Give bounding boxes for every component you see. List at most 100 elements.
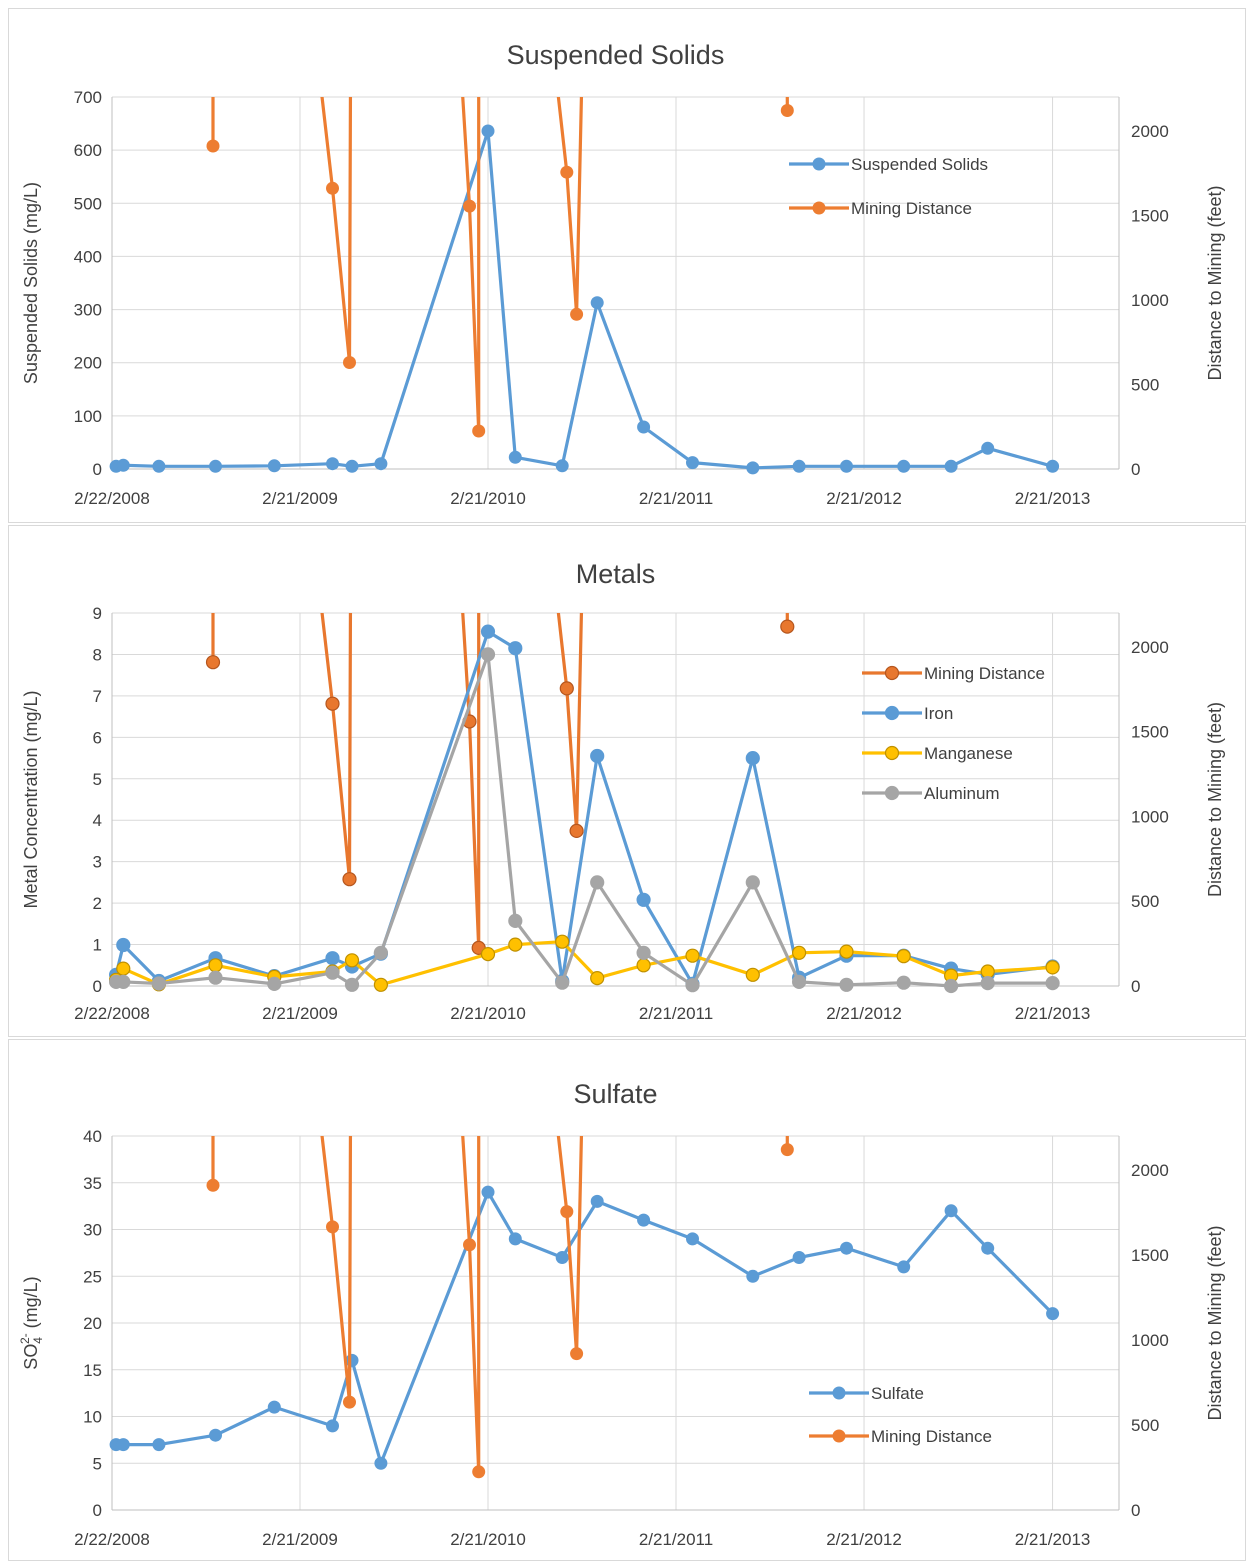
data-point-manganese <box>745 967 760 982</box>
suspended-solids-chart: Suspended Solids 0 100 200 300 400 500 600 700 2/… <box>21 40 1225 508</box>
y2-tick-label: 2000 <box>1131 122 1169 141</box>
data-point-aluminum <box>839 977 854 992</box>
data-point-sulfate <box>590 1194 604 1208</box>
y2-axis-label: Distance to Mining (feet) <box>1205 1225 1225 1420</box>
data-point-sulfate <box>981 1241 995 1255</box>
legend-label-manganese: Manganese <box>924 744 1013 763</box>
data-point-manganese <box>373 977 388 992</box>
data-point-sulfate <box>152 1438 166 1452</box>
data-point-suspended-solids <box>840 459 853 473</box>
data-point-mining-distance <box>570 1347 584 1361</box>
data-point-aluminum <box>791 974 807 989</box>
y2-tick-label: 0 <box>1131 1501 1140 1520</box>
data-point-aluminum <box>267 976 282 991</box>
y-tick-label: 6 <box>93 728 102 747</box>
data-point-manganese <box>896 949 911 964</box>
data-point-suspended-solids <box>555 459 569 473</box>
data-point-mining-distance <box>780 104 794 117</box>
data-point-manganese <box>555 934 570 949</box>
data-point-mining-distance <box>206 1178 220 1192</box>
data-point-suspended-solids <box>345 459 359 473</box>
y-tick-label: 300 <box>74 301 102 320</box>
x-tick-label: 2/21/2011 <box>639 489 713 508</box>
data-point-manganese <box>839 944 854 959</box>
data-point-manganese <box>480 947 496 962</box>
data-point-manganese <box>344 953 360 968</box>
x-tick-label: 2/21/2013 <box>1015 1004 1091 1023</box>
data-point-mining-distance <box>472 424 486 438</box>
y2-tick-label: 1500 <box>1131 206 1169 225</box>
data-point-sulfate <box>374 1456 388 1470</box>
x-tick-label: 2/21/2009 <box>262 1004 338 1023</box>
x-tick-label: 2/21/2010 <box>450 489 526 508</box>
data-point-suspended-solids <box>792 459 806 473</box>
data-point-suspended-solids <box>746 461 760 475</box>
plot-area <box>109 97 1060 475</box>
y2-tick-label: 2000 <box>1131 638 1169 657</box>
y-tick-label: 5 <box>93 1454 102 1473</box>
data-point-sulfate <box>746 1269 760 1283</box>
x-tick-label: 2/21/2011 <box>639 1530 713 1549</box>
data-point-iron <box>325 951 340 966</box>
data-point-iron <box>508 641 523 656</box>
data-point-sulfate <box>326 1419 339 1433</box>
data-point-mining-distance <box>559 681 574 696</box>
x-tick-label: 2/22/2008 <box>74 1530 150 1549</box>
series-line-mining-distance <box>211 97 789 433</box>
data-point-suspended-solids <box>267 459 281 473</box>
series-line-mining-distance <box>211 1136 789 1474</box>
x-tick-label: 2/21/2011 <box>639 1004 713 1023</box>
data-point-aluminum <box>480 647 496 662</box>
legend-label-mining-distance: Mining Distance <box>871 1427 992 1446</box>
legend-label-iron: Iron <box>924 704 953 723</box>
data-point-sulfate <box>840 1241 853 1255</box>
y2-axis-label: Distance to Mining (feet) <box>1205 702 1225 897</box>
sulfate-chart-panel: Sulfate 0 5 10 15 20 25 30 35 40 2/22/2008 2/21/200… <box>8 1039 1246 1561</box>
data-point-aluminum <box>745 875 760 890</box>
x-tick-label: 2/21/2009 <box>262 489 338 508</box>
y2-tick-label: 1000 <box>1131 1331 1169 1350</box>
y-tick-label: 1 <box>93 936 102 955</box>
data-point-aluminum <box>685 978 700 993</box>
x-tick-label: 2/21/2012 <box>826 1530 902 1549</box>
data-point-suspended-solids <box>897 459 911 473</box>
y-tick-label: 20 <box>83 1314 102 1333</box>
y-axis-label: Suspended Solids (mg/L) <box>21 182 41 384</box>
y-tick-label: 40 <box>83 1127 102 1146</box>
data-point-mining-distance <box>325 696 340 711</box>
data-point-manganese <box>590 971 605 986</box>
data-point-sulfate <box>637 1213 651 1227</box>
y2-tick-label: 500 <box>1131 892 1159 911</box>
x-tick-label: 2/21/2010 <box>450 1004 526 1023</box>
x-tick-label: 2/21/2012 <box>826 1004 902 1023</box>
data-point-aluminum <box>896 975 911 990</box>
legend-marker-iron <box>884 705 900 721</box>
data-point-sulfate <box>944 1204 958 1218</box>
data-point-mining-distance <box>463 199 476 213</box>
data-point-suspended-solids <box>508 450 522 464</box>
data-point-suspended-solids <box>686 456 699 470</box>
series-line-iron <box>114 630 1053 986</box>
data-point-iron <box>116 937 131 953</box>
chart-title: Metals <box>576 559 656 589</box>
y2-tick-label: 1000 <box>1131 807 1169 826</box>
data-point-sulfate <box>209 1428 222 1442</box>
x-tick-label: 2/21/2012 <box>826 489 902 508</box>
y2-tick-label: 0 <box>1131 977 1140 996</box>
data-point-aluminum <box>325 965 340 980</box>
sulfate-chart: Sulfate 0 5 10 15 20 25 30 35 40 2/22/2008 2/21/200… <box>18 1079 1225 1549</box>
data-point-mining-distance <box>560 165 574 179</box>
y-tick-label: 9 <box>93 604 102 623</box>
x-tick-label: 2/22/2008 <box>74 1004 150 1023</box>
data-point-aluminum <box>508 913 523 928</box>
data-point-manganese <box>791 945 807 960</box>
y-tick-label: 8 <box>93 645 102 664</box>
plot-area <box>109 1136 1060 1479</box>
data-point-mining-distance <box>343 356 356 369</box>
data-point-suspended-solids <box>209 459 222 473</box>
y2-tick-label: 0 <box>1131 460 1140 479</box>
data-point-iron <box>480 624 496 639</box>
y2-tick-label: 500 <box>1131 1416 1159 1435</box>
data-point-sulfate <box>792 1251 806 1264</box>
y-axis-label: SO42- (mg/L) <box>18 1276 45 1369</box>
